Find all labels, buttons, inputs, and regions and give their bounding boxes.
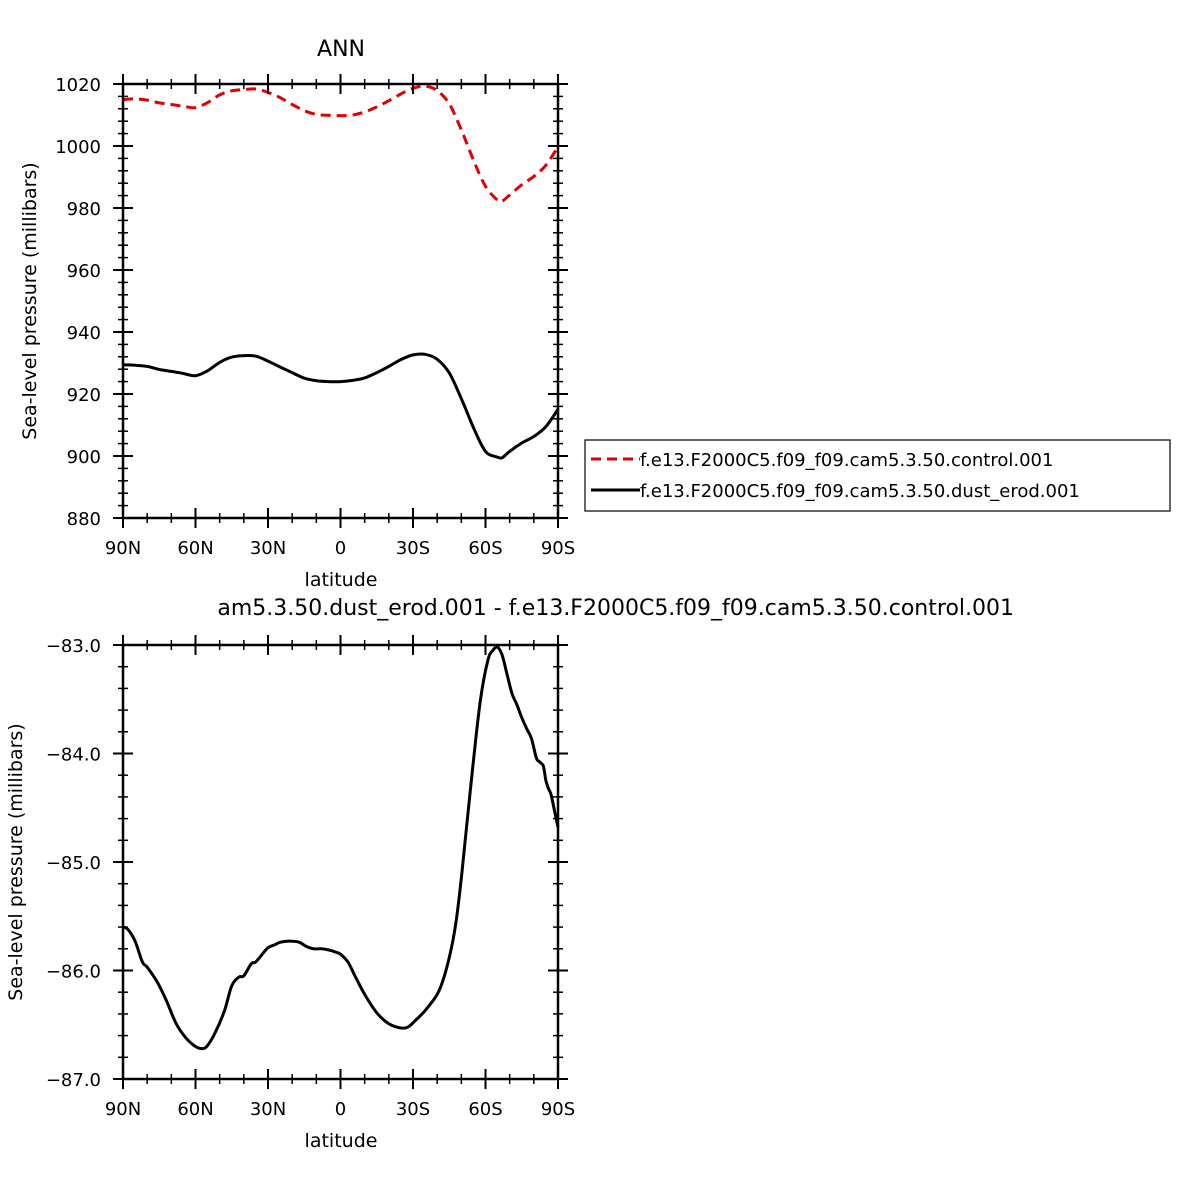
difference-panel-title: am5.3.50.dust_erod.001 - f.e13.F2000C5.f… — [217, 596, 1014, 621]
pressure-series-line-0 — [122, 84, 560, 204]
difference-y-tick-label: −85.0 — [46, 853, 101, 874]
difference-x-tick-label: 30S — [396, 1099, 430, 1120]
pressure-x-tick-label: 60S — [468, 538, 502, 559]
pressure-x-tick-label: 90S — [541, 538, 575, 559]
legend-box — [584, 439, 1171, 512]
difference-series-line-0 — [122, 645, 560, 1051]
difference-series-layer — [122, 645, 560, 1051]
difference-x-axis-label: latitude — [305, 1130, 378, 1152]
pressure-series-layer — [122, 84, 560, 460]
legend-label-control: f.e13.F2000C5.f09_f09.cam5.3.50.control.… — [640, 450, 1053, 471]
pressure-y-tick-label: 940 — [67, 323, 101, 344]
pressure-panel-title: ANN — [317, 37, 365, 62]
pressure-tick-layer: 90N 60N 30N 0 30S 60S 90S 880 900 920 940 960 980 100… — [55, 74, 575, 559]
pressure-y-tick-label: 980 — [67, 199, 101, 220]
difference-y-tick-label: −87.0 — [46, 1070, 101, 1091]
pressure-y-tick-label: 1000 — [55, 137, 101, 158]
difference-panel: am5.3.50.dust_erod.001 - f.e13.F2000C5.f… — [5, 596, 1014, 1152]
difference-y-tick-label: −84.0 — [46, 745, 101, 766]
pressure-x-tick-label: 90N — [105, 538, 141, 559]
pressure-x-tick-label: 30S — [396, 538, 430, 559]
difference-plot-frame — [121, 643, 560, 1081]
difference-y-tick-label: −86.0 — [46, 962, 101, 983]
pressure-y-tick-label: 1020 — [55, 75, 101, 96]
pressure-x-axis-label: latitude — [305, 569, 378, 591]
difference-x-tick-label: 60N — [177, 1099, 213, 1120]
difference-x-tick-label: 0 — [335, 1099, 346, 1120]
pressure-series-line-1 — [122, 352, 560, 460]
difference-x-tick-label: 60S — [468, 1099, 502, 1120]
difference-y-axis-label: Sea-level pressure (millibars) — [5, 723, 27, 1000]
legend: f.e13.F2000C5.f09_f09.cam5.3.50.control.… — [584, 439, 1171, 512]
pressure-y-tick-label: 960 — [67, 261, 101, 282]
difference-x-tick-label: 90N — [105, 1099, 141, 1120]
difference-x-tick-label: 30N — [250, 1099, 286, 1120]
pressure-plot-frame — [121, 82, 560, 520]
pressure-x-tick-label: 60N — [177, 538, 213, 559]
legend-label-dust-erod: f.e13.F2000C5.f09_f09.cam5.3.50.dust_ero… — [640, 481, 1080, 502]
difference-x-tick-label: 90S — [541, 1099, 575, 1120]
difference-tick-layer: 90N 60N 30N 0 30S 60S 90S −87.0 −86.0 −85.0 −84.0 −… — [46, 635, 575, 1120]
pressure-x-tick-label: 0 — [335, 538, 346, 559]
difference-y-tick-label: −83.0 — [46, 636, 101, 657]
pressure-panel: ANN 90N 60N 30N 0 30S 60S 90S 880 900 920 940 960 98… — [19, 37, 1171, 591]
pressure-y-tick-label: 920 — [67, 385, 101, 406]
pressure-x-tick-label: 30N — [250, 538, 286, 559]
pressure-y-axis-label: Sea-level pressure (millibars) — [19, 162, 41, 439]
pressure-y-tick-label: 880 — [67, 509, 101, 530]
pressure-y-tick-label: 900 — [67, 447, 101, 468]
